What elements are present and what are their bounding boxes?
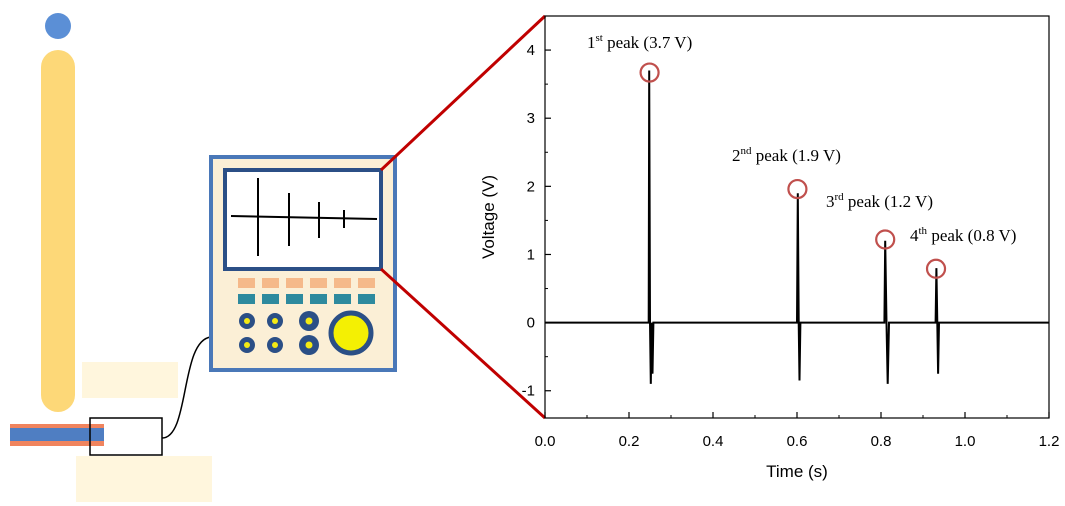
peak-annotations: 1st peak (3.7 V) 2nd peak (1.9 V) 3rd peak…	[587, 32, 1016, 279]
key-button	[310, 294, 327, 304]
drop-apparatus	[41, 13, 212, 502]
y-tick-label: 2	[527, 178, 535, 195]
peak-marker	[875, 229, 896, 250]
key-button	[262, 294, 279, 304]
zoom-line-bottom	[379, 267, 547, 420]
peak-marker	[925, 258, 947, 279]
peak-label: 4th peak (0.8 V)	[910, 225, 1016, 245]
x-tick-label: 1.0	[955, 433, 976, 450]
key-button	[334, 294, 351, 304]
key-button	[310, 278, 327, 288]
zoom-line-top	[379, 14, 547, 172]
sensor-connector-box	[89, 417, 163, 456]
key-button	[334, 278, 351, 288]
screen-waveform	[230, 178, 378, 256]
key-button	[238, 294, 255, 304]
x-tick-label: 0.4	[703, 433, 724, 450]
small-knobs	[239, 311, 319, 355]
keypad	[238, 278, 375, 304]
key-button	[262, 278, 279, 288]
y-axis-label: Voltage (V)	[479, 175, 498, 259]
sensor-layer-blue	[10, 428, 104, 441]
key-button	[358, 294, 375, 304]
x-tick-label: 0.8	[871, 433, 892, 450]
x-tick-label: 0.0	[535, 433, 556, 450]
peak-marker	[639, 62, 660, 83]
x-tick-label: 0.2	[619, 433, 640, 450]
x-axis-label: Time (s)	[766, 462, 828, 481]
sensor-layer-top	[10, 424, 104, 428]
sensor-stack	[10, 336, 212, 456]
voltage-chart: 0.0 0.2 0.4 0.6 0.8 1.0 1.2 -1 0 1 2 3 4 1st peak (…	[479, 15, 1060, 481]
y-tick-label: 3	[527, 110, 535, 127]
key-button	[238, 278, 255, 288]
oscilloscope	[209, 155, 397, 372]
key-button	[286, 278, 303, 288]
main-dial	[328, 310, 374, 356]
x-tick-label: 1.2	[1039, 433, 1060, 450]
peak-label: 1st peak (3.7 V)	[587, 32, 692, 52]
y-tick-label: 1	[527, 246, 535, 263]
y-tick-label: 4	[527, 42, 535, 59]
rod-glow-top	[82, 362, 178, 398]
peak-marker	[787, 178, 808, 200]
rod-glow-bottom	[76, 456, 212, 502]
y-axis: -1 0 1 2 3 4	[522, 42, 551, 400]
peak-label: 3rd peak (1.2 V)	[826, 191, 933, 211]
peak-label: 2nd peak (1.9 V)	[732, 145, 841, 165]
key-button	[358, 278, 375, 288]
x-axis: 0.0 0.2 0.4 0.6 0.8 1.0 1.2	[535, 412, 1060, 450]
sensor-layer-bottom	[10, 441, 104, 446]
key-button	[286, 294, 303, 304]
guide-rod	[41, 50, 75, 412]
x-tick-label: 0.6	[787, 433, 808, 450]
signal-cable	[161, 336, 212, 439]
y-tick-label: 0	[527, 315, 535, 332]
y-tick-label: -1	[522, 383, 535, 400]
falling-ball	[45, 13, 71, 39]
